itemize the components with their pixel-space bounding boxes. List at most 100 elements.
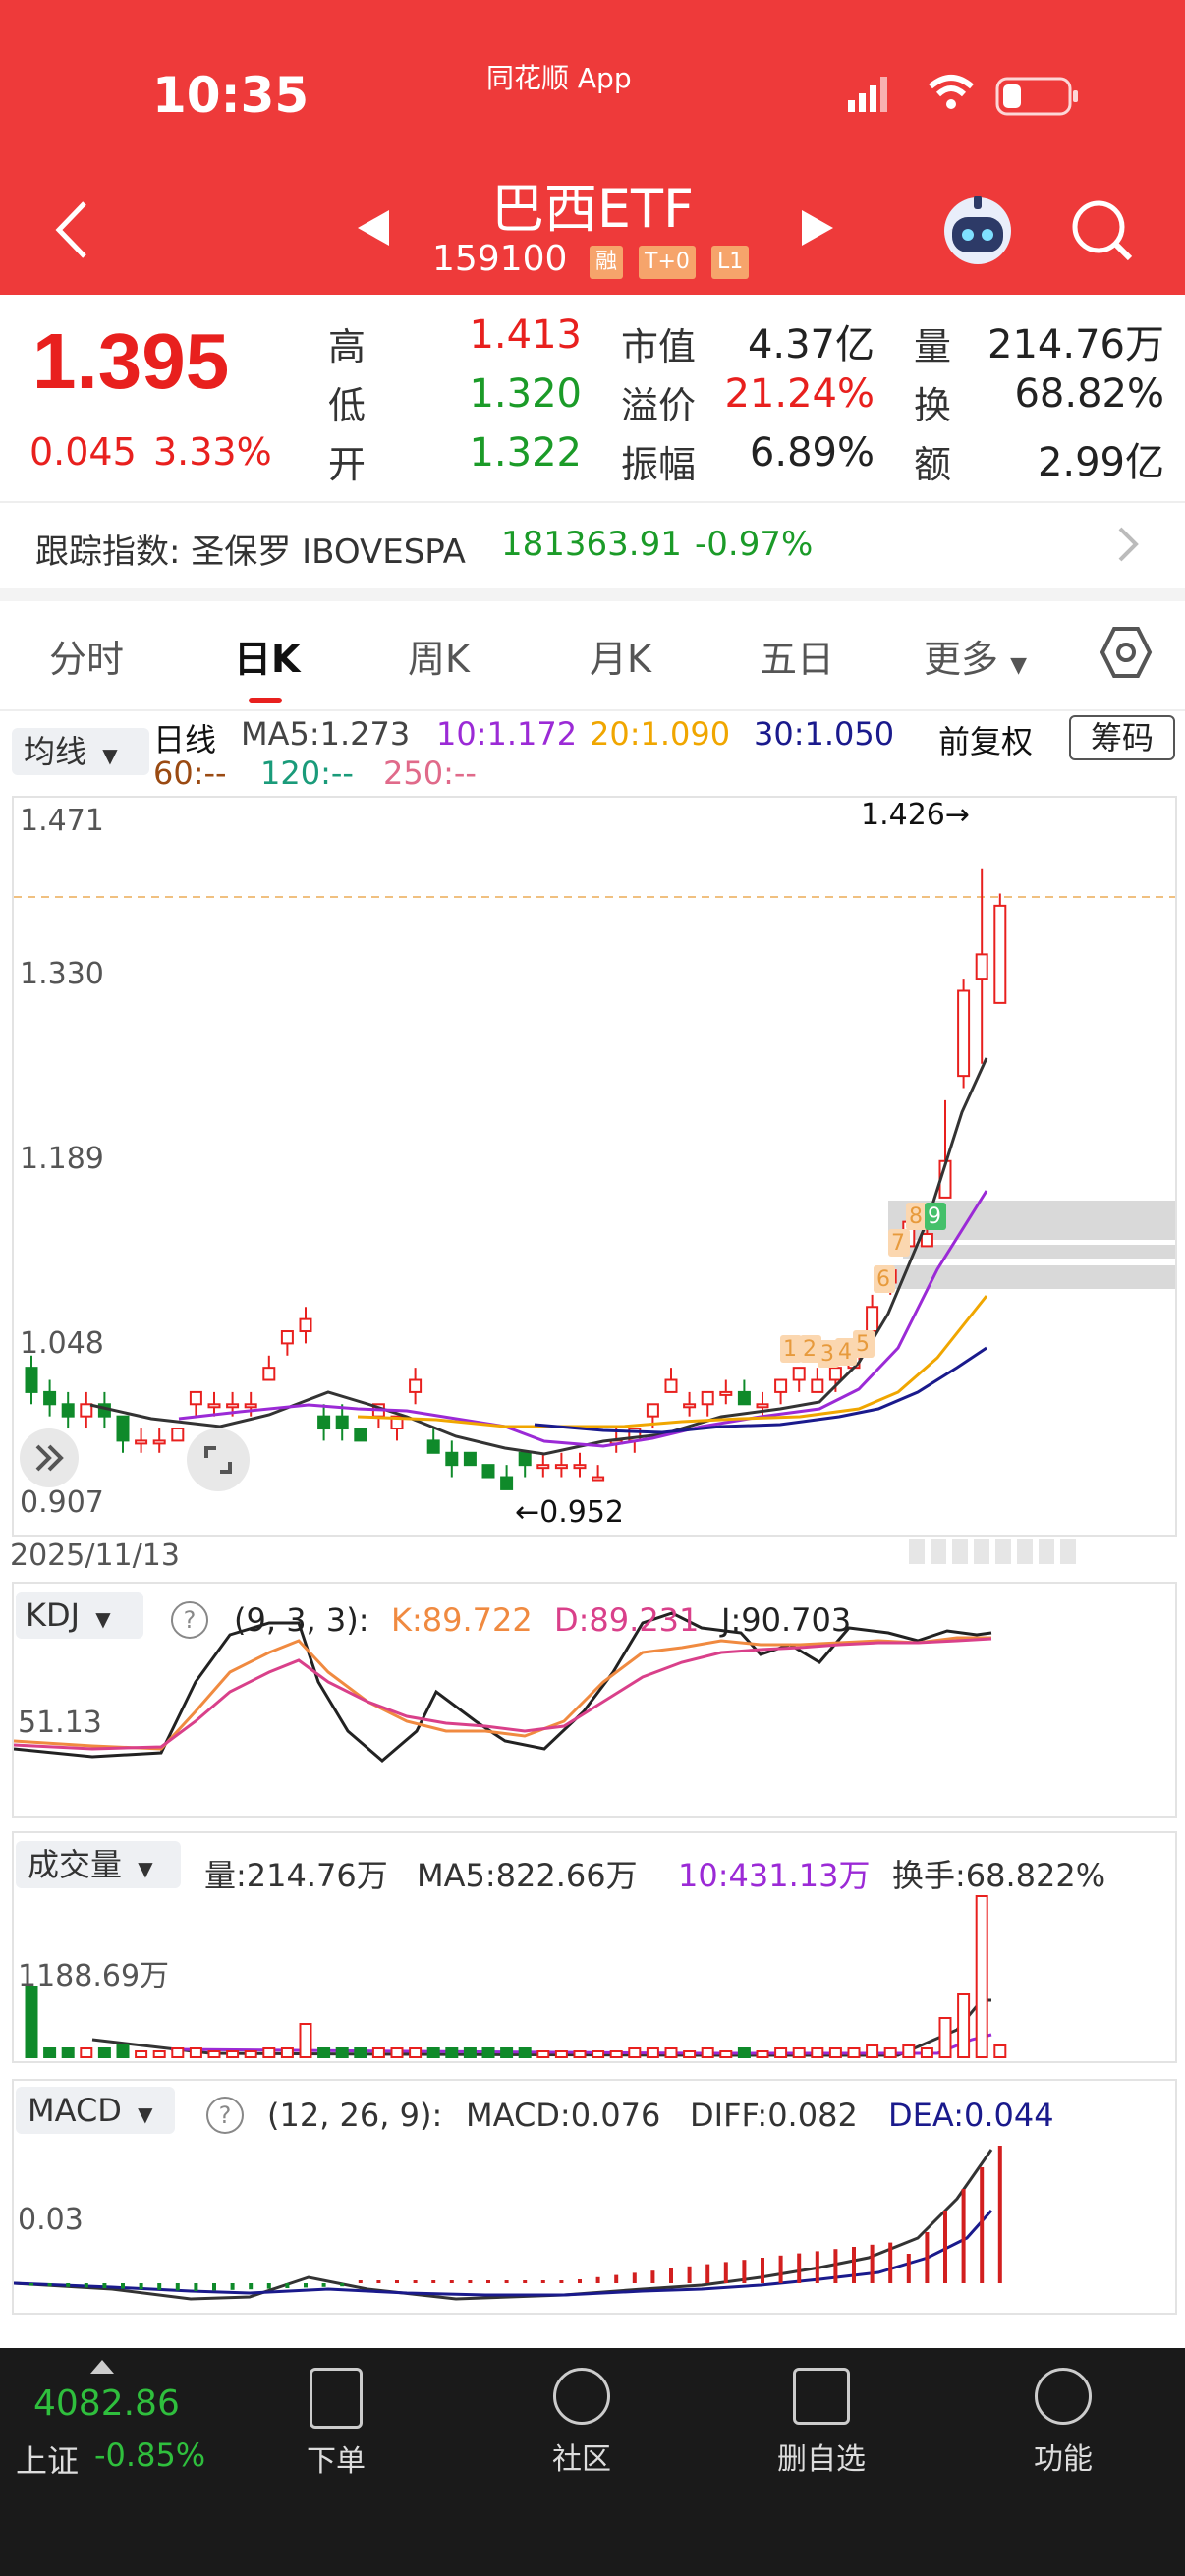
star-circle-icon — [553, 2368, 610, 2425]
candle-body — [207, 1403, 221, 1409]
scroll-indicator[interactable] — [909, 1539, 1081, 1564]
volume-turnover: 换手:68.822% — [892, 1857, 1106, 1894]
signal-icon — [848, 77, 891, 116]
candle-body — [866, 1306, 879, 1333]
candle-body — [189, 1390, 202, 1406]
volume-bar — [226, 2050, 240, 2058]
high-marker: 1.426→ — [861, 798, 971, 832]
volume-bar — [975, 1895, 988, 2058]
ma-selector[interactable]: 均线 ▼ — [12, 728, 149, 775]
functions-button[interactable]: 功能 — [1004, 2368, 1122, 2478]
volume-bar — [866, 2044, 879, 2058]
td-mark-number: 1 — [783, 1337, 797, 1362]
robot-assistant-icon[interactable] — [938, 192, 1017, 274]
tab-more-label: 更多 — [924, 638, 999, 681]
volume-panel[interactable]: 成交量 ▼ 量:214.76万 MA5:822.66万 10:431.13万 换… — [12, 1831, 1177, 2063]
macd-bar — [742, 2260, 747, 2283]
macd-bar — [980, 2167, 985, 2283]
macd-bar — [906, 2254, 911, 2283]
macd-bar — [431, 2280, 436, 2283]
candle-body — [244, 1403, 257, 1409]
candle-body — [280, 1330, 294, 1345]
volume-ma10: 10:431.13万 — [678, 1857, 871, 1894]
volume-bar — [536, 2050, 550, 2058]
search-icon[interactable] — [1071, 199, 1134, 266]
help-icon[interactable]: ? — [206, 2097, 244, 2134]
macd-selector[interactable]: MACD ▼ — [16, 2087, 175, 2134]
candle-body — [719, 1390, 733, 1396]
candle-body — [554, 1464, 568, 1470]
macd-tick: 0.03 — [18, 2203, 84, 2237]
macd-bar — [449, 2280, 454, 2283]
tab-intraday[interactable]: 分时 — [49, 638, 125, 681]
volume-bar — [354, 2047, 367, 2058]
back-icon[interactable] — [51, 199, 90, 264]
tab-weekly-k[interactable]: 周K — [408, 638, 470, 681]
volume-bar — [828, 2047, 842, 2058]
volume-bar — [609, 2050, 623, 2058]
candle-body — [299, 1317, 312, 1333]
candle-body — [463, 1451, 477, 1467]
help-icon[interactable]: ? — [171, 1601, 208, 1639]
macd-bar — [47, 2283, 52, 2287]
community-label: 社区 — [552, 2442, 611, 2477]
prev-stock-icon[interactable] — [354, 208, 393, 252]
volume-bar — [774, 2047, 788, 2058]
community-button[interactable]: 社区 — [523, 2368, 641, 2478]
macd-bar — [504, 2280, 509, 2283]
functions-label: 功能 — [1034, 2442, 1093, 2477]
volume-selector[interactable]: 成交量 ▼ — [16, 1841, 181, 1888]
price-change-pct: 3.33% — [153, 430, 272, 474]
tracking-index-row[interactable]: 跟踪指数: 圣保罗 IBOVESPA 181363.91 -0.97% — [0, 503, 1185, 588]
index-value[interactable]: 4082.86 — [33, 2383, 180, 2424]
value-amount: 2.99亿 — [1037, 440, 1164, 485]
candle-body — [573, 1464, 587, 1470]
macd-bar — [632, 2272, 637, 2283]
candle-body — [975, 953, 988, 980]
macd-bar — [175, 2283, 180, 2291]
macd-bar — [961, 2189, 966, 2283]
td-mark-box — [835, 1338, 857, 1366]
candle-body — [426, 1439, 440, 1454]
tab-five-day[interactable]: 五日 — [760, 638, 835, 681]
volume-bar — [152, 2050, 166, 2058]
volume-bar — [701, 2047, 714, 2058]
caret-down-icon: ▼ — [138, 2102, 153, 2126]
tab-daily-k[interactable]: 日K — [234, 638, 301, 681]
kdj-panel[interactable]: KDJ ▼ ? (9, 3, 3): K:89.722 D:89.231 J:9… — [12, 1582, 1177, 1818]
ma250-value: 250:-- — [383, 755, 477, 792]
expand-sidebar-button[interactable] — [20, 1428, 79, 1487]
settings-hexagon-icon[interactable] — [1099, 625, 1154, 684]
volume-bar — [646, 2047, 659, 2058]
td-sequence-marks: 1 2 3 4 5 678 9 — [780, 1203, 946, 1368]
next-stock-icon[interactable] — [798, 208, 837, 252]
macd-bar — [139, 2283, 143, 2290]
label-amount: 额 — [914, 443, 952, 486]
macd-bar — [121, 2283, 125, 2289]
current-price: 1.395 — [32, 317, 230, 405]
tab-monthly-k[interactable]: 月K — [590, 638, 651, 681]
tracking-value: 181363.91 — [501, 525, 682, 564]
fullscreen-button[interactable] — [187, 1428, 250, 1491]
macd-panel[interactable]: MACD ▼ ? (12, 26, 9): MACD:0.076 DIFF:0.… — [12, 2079, 1177, 2315]
adjust-toggle[interactable]: 前复权 — [938, 723, 1034, 760]
candle-body — [500, 1476, 514, 1490]
volume-bar — [500, 2047, 514, 2058]
macd-bar — [650, 2270, 655, 2283]
tracking-label: 跟踪指数: 圣保罗 IBOVESPA — [35, 532, 466, 572]
kdj-selector[interactable]: KDJ ▼ — [16, 1592, 143, 1639]
status-time: 10:35 — [152, 67, 310, 124]
candle-body — [737, 1390, 751, 1406]
volume-bar — [847, 2047, 861, 2058]
ma120-value: 120:-- — [260, 755, 354, 792]
candle-body — [481, 1464, 495, 1479]
td-mark-number: 5 — [856, 1332, 870, 1357]
macd-bar — [925, 2232, 930, 2283]
volume-bar — [811, 2047, 824, 2058]
tab-more[interactable]: 更多 ▼ — [924, 629, 1027, 683]
chips-button[interactable]: 筹码 — [1069, 715, 1175, 760]
order-button[interactable]: 下单 — [277, 2368, 395, 2480]
remove-watchlist-button[interactable]: 删自选 — [762, 2368, 880, 2478]
ma10-value: 10:1.172 — [436, 715, 578, 753]
